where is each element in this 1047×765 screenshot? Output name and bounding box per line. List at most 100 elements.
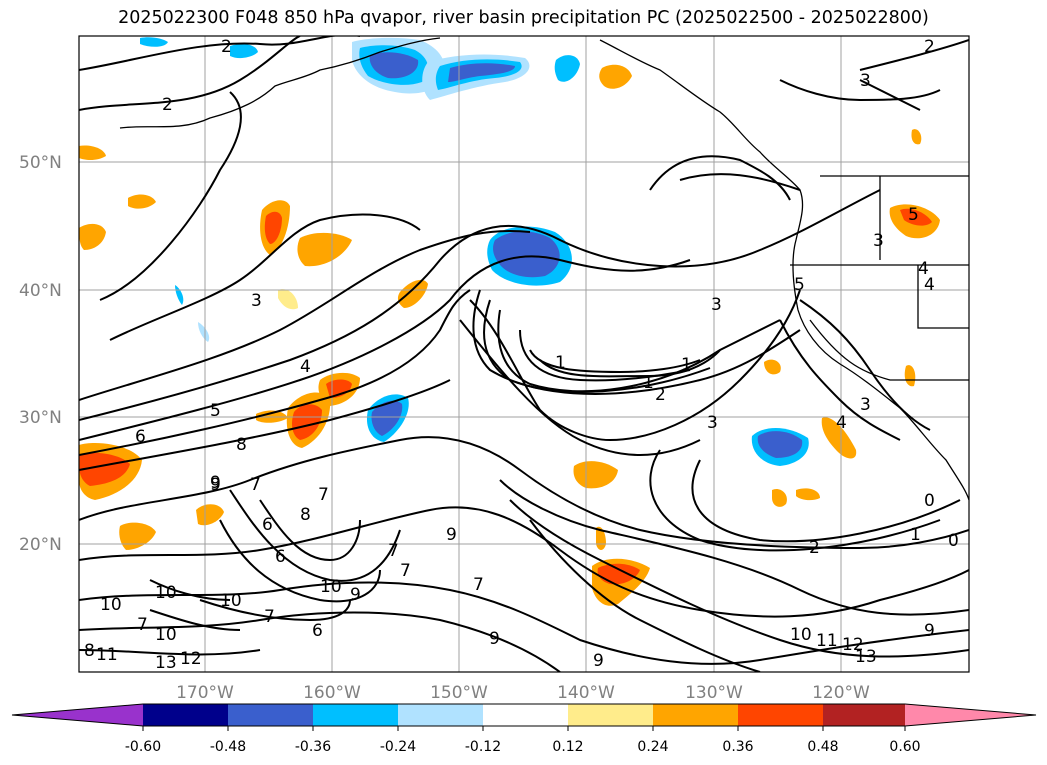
contour-label: 4 — [836, 413, 847, 433]
contour-label: 11 — [816, 631, 838, 651]
colorbar-bin — [738, 704, 823, 726]
colorbar-tick-label: 0.60 — [889, 739, 920, 755]
contour-label: 7 — [137, 615, 148, 635]
contour-label: 8 — [300, 505, 311, 525]
longitude-label: 150°W — [430, 683, 488, 703]
contour-label: 1 — [681, 355, 692, 375]
contour-label: 5 — [794, 275, 805, 295]
contour-label: 9 — [446, 525, 457, 545]
colorbar-bin — [568, 704, 653, 726]
contour-label: 12 — [842, 635, 864, 655]
contour-label: 1 — [555, 353, 566, 373]
latitude-label: 30°N — [19, 408, 62, 428]
colorbar-bin — [823, 704, 905, 726]
contour-label: 10 — [155, 625, 177, 645]
colorbar-bin — [483, 704, 568, 726]
contour-label: 2 — [809, 538, 820, 558]
contour-label: 10 — [155, 583, 177, 603]
longitude-label: 130°W — [685, 683, 743, 703]
latitude-axis: 50°N 40°N 30°N 20°N — [19, 153, 62, 555]
colorbar-bin — [143, 704, 228, 726]
contour-label: 7 — [250, 475, 261, 495]
contour-label: 4 — [924, 275, 935, 295]
qvapor-contours — [79, 36, 969, 672]
contour-label: 9 — [489, 629, 500, 649]
colorbar-bin — [313, 704, 398, 726]
colorbar-tick-label: 0.12 — [552, 739, 583, 755]
contour-label: 10 — [320, 577, 342, 597]
contour-label: 4 — [918, 259, 929, 279]
colorbar-ticks — [142, 726, 906, 731]
map-background — [79, 36, 969, 672]
contour-label: 3 — [860, 71, 871, 91]
colorbar-bin — [398, 704, 483, 726]
contour-label: 9 — [350, 585, 361, 605]
contour-label: 7 — [318, 485, 329, 505]
contour-label: 8 — [84, 641, 95, 661]
longitude-axis: 170°W 160°W 150°W 140°W 130°W 120°W — [176, 683, 870, 703]
contour-label: 9 — [210, 475, 221, 495]
contour-label: 3 — [873, 231, 884, 251]
contour-label: 9 — [924, 621, 935, 641]
contour-label: 1 — [910, 525, 921, 545]
colorbar: -0.60 -0.48 -0.36 -0.24 0.12 0.24 0.36 0… — [11, 703, 1037, 755]
contour-label: 6 — [312, 621, 323, 641]
contour-label: 4 — [300, 357, 311, 377]
contour-label: 2 — [221, 37, 232, 57]
contour-label: 3 — [860, 395, 871, 415]
colorbar-tick-label: 0.24 — [637, 739, 668, 755]
contour-label: 12 — [180, 649, 202, 669]
longitude-label: 120°W — [812, 683, 870, 703]
latitude-label: 20°N — [19, 535, 62, 555]
colorbar-tick-label: -0.24 — [380, 739, 416, 755]
colorbar-tick-label: -0.12 — [465, 739, 501, 755]
contour-label: 6 — [135, 427, 146, 447]
colorbar-bin — [228, 704, 313, 726]
contour-label: 9 — [210, 473, 221, 493]
latitude-label: 50°N — [19, 153, 62, 173]
colorbar-tick-labels: -0.60 -0.48 -0.36 -0.24 0.12 0.24 0.36 0… — [125, 739, 921, 755]
colorbar-tick-label: -0.36 — [295, 739, 331, 755]
contour-label: 10 — [100, 595, 122, 615]
contour-label: 10 — [790, 625, 812, 645]
colorbar-tick-label: -0.60 — [125, 739, 161, 755]
colorbar-tick-label: 0.48 — [807, 739, 838, 755]
map-frame — [78, 35, 970, 673]
colorbar-bin — [653, 704, 738, 726]
contour-label: 13 — [155, 653, 177, 673]
contour-label: 0 — [948, 531, 959, 551]
contour-label: 2 — [655, 385, 666, 405]
contour-label: 0 — [924, 491, 935, 511]
anomaly-fills — [79, 37, 940, 606]
contour-label: 5 — [908, 205, 919, 225]
contour-label: 10 — [220, 591, 242, 611]
contour-label: 6 — [275, 547, 286, 567]
contour-label: 3 — [251, 291, 262, 311]
map-title: 2025022300 F048 850 hPa qvapor, river ba… — [118, 8, 929, 28]
contour-label: 11 — [96, 645, 118, 665]
contour-label: 3 — [711, 295, 722, 315]
contour-label: 2 — [162, 95, 173, 115]
contour-labels: 2 2 2 3 3 3 4 5 6 8 9 7 6 6 8 7 7 9 1 1 … — [84, 37, 959, 673]
contour-label: 13 — [855, 647, 877, 667]
contour-label: 3 — [707, 413, 718, 433]
contour-label: 7 — [400, 561, 411, 581]
latitude-label: 40°N — [19, 281, 62, 301]
longitude-label: 140°W — [557, 683, 615, 703]
contour-label: 6 — [262, 515, 273, 535]
colorbar-extend-max — [905, 704, 1036, 726]
contour-label: 9 — [593, 651, 604, 671]
contour-label: 5 — [210, 401, 221, 421]
contour-label: 7 — [473, 575, 484, 595]
contour-label: 7 — [388, 541, 399, 561]
longitude-label: 160°W — [303, 683, 361, 703]
longitude-label: 170°W — [176, 683, 234, 703]
contour-label: 1 — [643, 373, 654, 393]
contour-label: 7 — [264, 607, 275, 627]
colorbar-tick-label: 0.36 — [722, 739, 753, 755]
contour-label: 8 — [236, 435, 247, 455]
colorbar-extend-min — [12, 704, 143, 726]
contour-label: 2 — [924, 37, 935, 57]
colorbar-tick-label: -0.48 — [210, 739, 246, 755]
